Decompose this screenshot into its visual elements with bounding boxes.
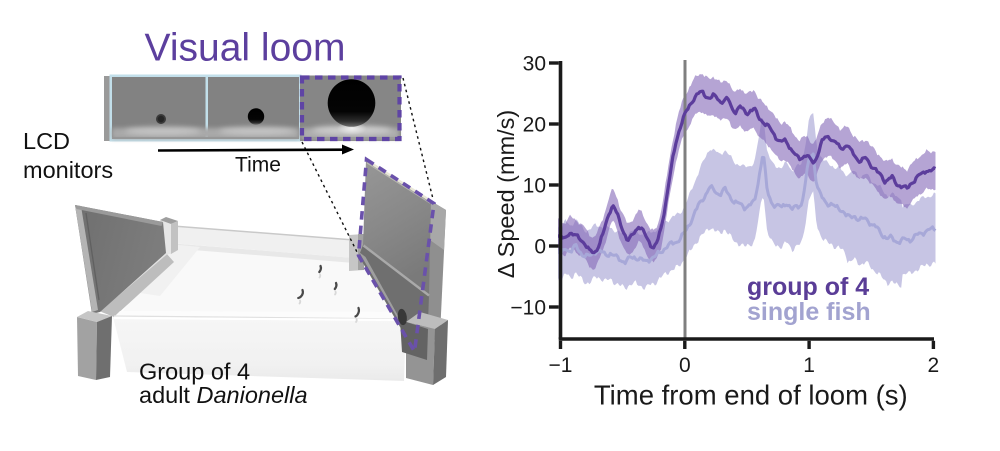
- svg-text:2: 2: [928, 354, 940, 377]
- svg-text:Δ Speed (mm/s): Δ Speed (mm/s): [493, 110, 519, 279]
- svg-text:0: 0: [679, 354, 691, 377]
- svg-text:LCD: LCD: [23, 128, 70, 154]
- svg-text:monitors: monitors: [23, 157, 113, 183]
- svg-text:Time from end of loom (s): Time from end of loom (s): [594, 380, 908, 411]
- svg-text:Group of 4: Group of 4: [139, 359, 250, 385]
- svg-text:−1: −1: [549, 354, 573, 377]
- svg-text:single fish: single fish: [747, 298, 871, 326]
- svg-text:group of 4: group of 4: [747, 273, 869, 301]
- svg-text:−10: −10: [510, 297, 546, 320]
- svg-text:1: 1: [803, 354, 815, 377]
- svg-text:Time: Time: [235, 154, 281, 177]
- svg-text:adult Danionella: adult Danionella: [139, 382, 308, 408]
- svg-text:10: 10: [523, 175, 546, 198]
- svg-text:Visual loom: Visual loom: [145, 27, 346, 70]
- svg-text:30: 30: [523, 53, 546, 76]
- svg-text:20: 20: [523, 114, 546, 137]
- svg-text:0: 0: [534, 236, 546, 259]
